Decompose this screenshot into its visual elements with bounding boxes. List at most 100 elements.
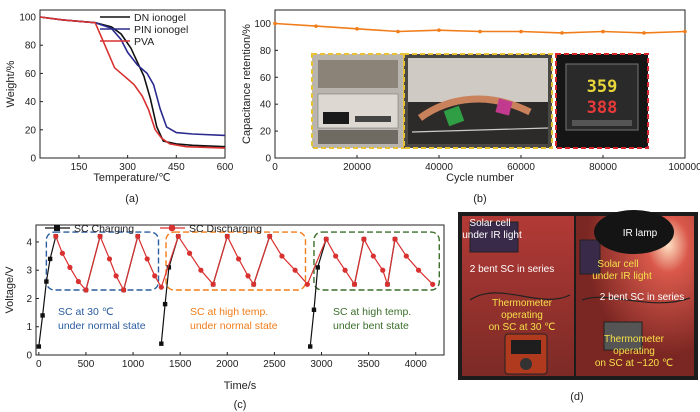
charging-point: [44, 279, 49, 284]
x-tick-label: 3500: [357, 359, 380, 370]
photo-left-solar-line2: under IR light: [462, 230, 522, 241]
discharging-point: [144, 256, 150, 262]
annotation-dashed-box: [45, 231, 160, 291]
series-line: [55, 234, 434, 292]
discharging-point: [83, 287, 89, 293]
photo-right-series: 2 bent SC in series: [600, 292, 685, 303]
panel-b-y-ticks: 0 20 40 60 80 100: [254, 19, 278, 165]
controller-top-readout: 359: [587, 77, 618, 97]
x-tick-label: 450: [168, 162, 185, 173]
panel-a-x-ticks: 150 300 450 600: [71, 155, 234, 173]
charging-point: [311, 307, 317, 312]
series-line: [39, 16, 226, 137]
retention-point: [683, 29, 687, 34]
legend-label-charging: SC Charging: [74, 223, 134, 235]
panel-a-tga-chart: 150 300 450 600 0 20 40 60 80 100 DN ionogel PIN…: [5, 9, 234, 205]
panel-c-caption: (c): [234, 399, 247, 411]
y-tick-label: 0: [30, 154, 36, 165]
photo-right-thermo-line2: operating: [613, 346, 655, 357]
panel-b-x-ticks: 0 20000 40000 60000 80000 100000: [272, 155, 700, 173]
panel-c-annotation-boxes: [45, 231, 440, 291]
photo-left-solar-line1: Solar cell: [469, 218, 510, 229]
panel-c-series-lines: [36, 233, 436, 349]
photo-left-series: 2 bent SC in series: [470, 264, 555, 275]
discharging-point: [121, 287, 127, 293]
discharging-point: [267, 233, 273, 239]
charging-point: [36, 344, 42, 349]
discharging-point: [380, 267, 386, 273]
y-tick-label: 4: [26, 237, 32, 248]
y-tick-label: 60: [260, 73, 272, 84]
retention-point: [519, 29, 523, 34]
x-tick-label: 20000: [343, 162, 371, 173]
panel-a-caption: (a): [125, 193, 138, 205]
discharging-point: [384, 281, 391, 287]
charging-point: [159, 341, 164, 346]
retention-point: [314, 24, 318, 28]
x-tick-label: 40000: [425, 162, 453, 173]
y-tick-label: 40: [260, 100, 272, 111]
discharging-point: [175, 233, 181, 239]
discharging-point: [292, 267, 298, 273]
discharging-point: [323, 236, 329, 242]
panel-a-x-label: Temperature/℃: [93, 172, 170, 184]
x-tick-label: 80000: [589, 162, 617, 173]
panel-d-photograph: Solar cell under IR light 2 bent SC in s…: [458, 210, 698, 403]
retention-point: [642, 31, 646, 35]
x-tick-label: 600: [217, 162, 234, 173]
x-tick-label: 2500: [263, 359, 286, 370]
discharging-point: [106, 256, 113, 262]
panel-c-legend: SC Charging SC Discharging: [45, 223, 262, 235]
discharging-point: [415, 267, 422, 273]
charging-point: [307, 344, 313, 349]
annotation-dashed-box: [165, 231, 307, 291]
x-tick-label: 3000: [310, 359, 333, 370]
panel-c-x-label: Time/s: [224, 380, 257, 392]
panel-c-plot-frame: [35, 224, 445, 356]
discharging-point: [135, 233, 141, 239]
retention-point: [355, 27, 359, 31]
discharging-point: [158, 284, 164, 290]
panel-b-inset-photo-setup: [403, 53, 553, 149]
photo-left-thermo-line1: Thermometer: [492, 298, 553, 309]
discharging-point: [304, 281, 310, 287]
discharging-point: [67, 264, 73, 270]
y-tick-label: 80: [25, 41, 37, 52]
retention-point: [560, 31, 564, 35]
discharging-point: [186, 250, 193, 256]
photo-right-lamp: IR lamp: [623, 228, 658, 239]
photo-right-solar-line2: under IR light: [592, 271, 652, 282]
annotation-2-line2: under normal state: [190, 320, 278, 332]
y-tick-label: 3: [26, 266, 32, 277]
x-tick-label: 300: [119, 162, 136, 173]
retention-point: [396, 29, 400, 34]
panel-b-cycling-chart: 0 20000 40000 60000 80000 100000 0 20 40 60 80 100…: [241, 9, 700, 205]
panel-b-plot-frame: [274, 9, 686, 159]
discharging-point: [53, 233, 59, 239]
discharging-point: [351, 281, 358, 287]
discharging-point: [113, 273, 119, 279]
x-tick-label: 60000: [507, 162, 535, 173]
panel-a-y-label: Weight/%: [5, 60, 17, 107]
panel-b-x-label: Cycle number: [446, 172, 514, 184]
x-tick-label: 0: [272, 162, 278, 173]
x-tick-label: 2000: [216, 359, 239, 370]
legend-label-dn: DN ionogel: [134, 12, 186, 24]
y-tick-label: 2: [26, 294, 32, 305]
discharging-point: [198, 267, 204, 273]
legend-marker-discharging: [168, 224, 176, 232]
discharging-point: [370, 253, 376, 259]
panel-b-inset-photo-temp-controller: 359 388: [555, 53, 649, 149]
series-line: [39, 16, 226, 148]
legend-marker-charging: [54, 225, 60, 231]
x-tick-label: 1500: [169, 359, 192, 370]
y-tick-label: 1: [26, 322, 32, 333]
retention-point: [273, 21, 277, 26]
legend-label-pva: PVA: [134, 36, 154, 48]
retention-point: [478, 29, 482, 34]
y-tick-label: 100: [254, 19, 271, 30]
panel-c-charge-discharge-chart: 0 500 1000 1500 2000 2500 3000 3500 4000 0 1 2 3 4 S…: [4, 223, 445, 411]
panel-a-plot-frame: [39, 9, 226, 159]
x-tick-label: 1000: [122, 359, 145, 370]
